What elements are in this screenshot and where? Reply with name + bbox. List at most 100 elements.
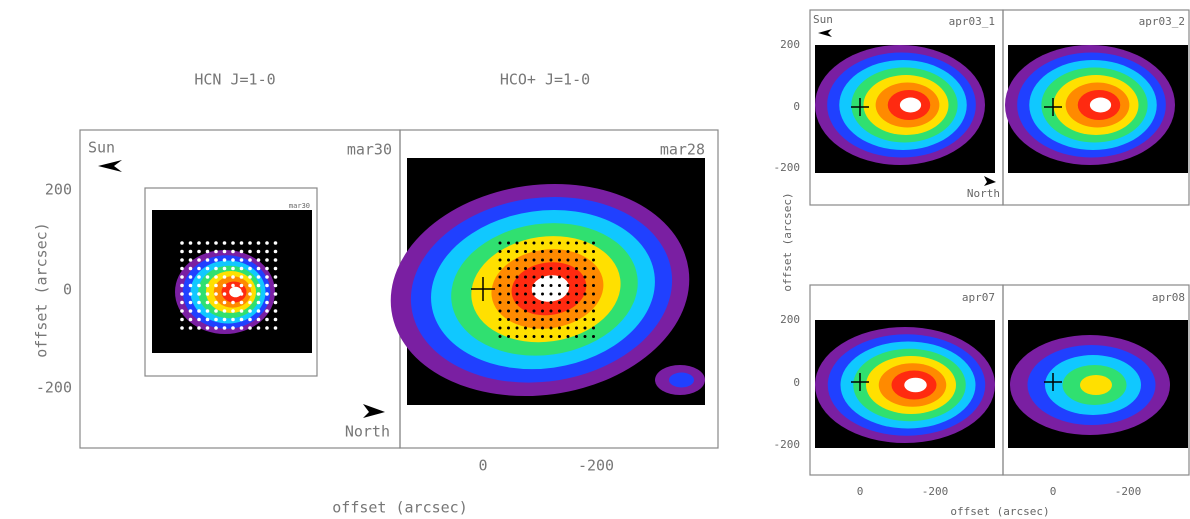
beam-position <box>180 283 184 288</box>
beam-position <box>197 292 201 296</box>
beam-position <box>524 335 527 338</box>
beam-position <box>532 241 536 245</box>
y-tick-label: 0 <box>793 376 800 389</box>
beam-position <box>180 258 184 262</box>
beam-position <box>205 266 210 271</box>
beam-position <box>231 283 235 288</box>
beam-position <box>222 309 227 313</box>
x-tick-label: 0 <box>1050 485 1057 498</box>
beam-position <box>197 275 201 279</box>
sun-label: Sun <box>88 139 115 157</box>
beam-position <box>498 275 502 279</box>
beam-position <box>532 284 536 287</box>
beam-position <box>188 258 193 262</box>
beam-position <box>575 267 578 270</box>
beam-position <box>532 267 536 270</box>
beam-position <box>222 241 227 245</box>
beam-position <box>558 318 561 321</box>
beam-position <box>592 241 595 245</box>
beam-position <box>239 317 244 322</box>
beam-position <box>575 301 578 304</box>
beam-position <box>558 309 561 313</box>
beam-position <box>549 326 553 330</box>
beam-position <box>231 326 235 330</box>
heat-contour <box>669 372 694 388</box>
x-tick-label: 0 <box>478 457 487 475</box>
beam-position <box>549 309 553 313</box>
beam-position <box>532 292 536 296</box>
beam-position <box>566 301 570 304</box>
beam-position <box>583 309 587 313</box>
panel-label: mar30 <box>347 141 392 159</box>
beam-position <box>180 300 184 305</box>
beam-position <box>273 241 278 245</box>
beam-position <box>256 283 261 288</box>
beam-position <box>248 300 252 305</box>
beam-position <box>239 275 244 279</box>
beam-position <box>566 258 570 262</box>
beam-position <box>180 241 184 245</box>
beam-position <box>515 284 519 287</box>
y-tick-label: -200 <box>774 438 801 451</box>
beam-position <box>583 335 587 338</box>
beam-position <box>188 249 193 254</box>
beam-position <box>583 292 587 296</box>
beam-position <box>575 258 578 262</box>
beam-position <box>205 292 210 296</box>
beam-position <box>188 300 193 305</box>
beam-position <box>188 292 193 296</box>
beam-position <box>524 250 527 253</box>
beam-position <box>265 249 269 254</box>
inset-frame <box>144 187 318 377</box>
beam-position <box>188 275 193 279</box>
beam-position <box>498 258 502 262</box>
beam-position <box>541 267 544 270</box>
beam-position <box>256 317 261 322</box>
beam-position <box>583 275 587 279</box>
beam-position <box>515 292 519 296</box>
beam-position <box>558 250 561 253</box>
beam-position <box>265 283 269 288</box>
beam-position <box>515 258 519 262</box>
x-tick-label: -200 <box>578 457 614 475</box>
beam-position <box>583 301 587 304</box>
beam-position <box>214 283 218 288</box>
beam-position <box>507 267 510 270</box>
beam-position <box>566 318 570 321</box>
beam-position <box>592 318 595 321</box>
beam-position <box>549 275 553 279</box>
beam-position <box>239 258 244 262</box>
beam-position <box>524 292 527 296</box>
beam-position <box>239 292 244 296</box>
beam-position <box>532 275 536 279</box>
y-tick-label: -200 <box>774 161 801 174</box>
beam-position <box>498 292 502 296</box>
beam-position <box>507 241 510 245</box>
beam-position <box>532 309 536 313</box>
beam-position <box>205 326 210 330</box>
beam-position <box>214 275 218 279</box>
beam-position <box>222 249 227 254</box>
beam-position <box>566 309 570 313</box>
beam-position <box>498 326 502 330</box>
beam-position <box>524 326 527 330</box>
beam-position <box>515 309 519 313</box>
panel-label: apr08 <box>1152 291 1185 304</box>
beam-position <box>549 292 553 296</box>
beam-position <box>583 267 587 270</box>
beam-position <box>558 241 561 245</box>
beam-position <box>558 284 561 287</box>
beam-position <box>558 258 561 262</box>
beam-position <box>515 250 519 253</box>
beam-position <box>256 249 261 254</box>
beam-position <box>256 326 261 330</box>
beam-position <box>214 292 218 296</box>
y-tick-label: 200 <box>45 181 72 199</box>
beam-position <box>583 250 587 253</box>
beam-position <box>592 258 595 262</box>
panel-frame <box>1002 9 1190 206</box>
beam-position <box>575 309 578 313</box>
beam-position <box>558 326 561 330</box>
beam-position <box>273 300 278 305</box>
